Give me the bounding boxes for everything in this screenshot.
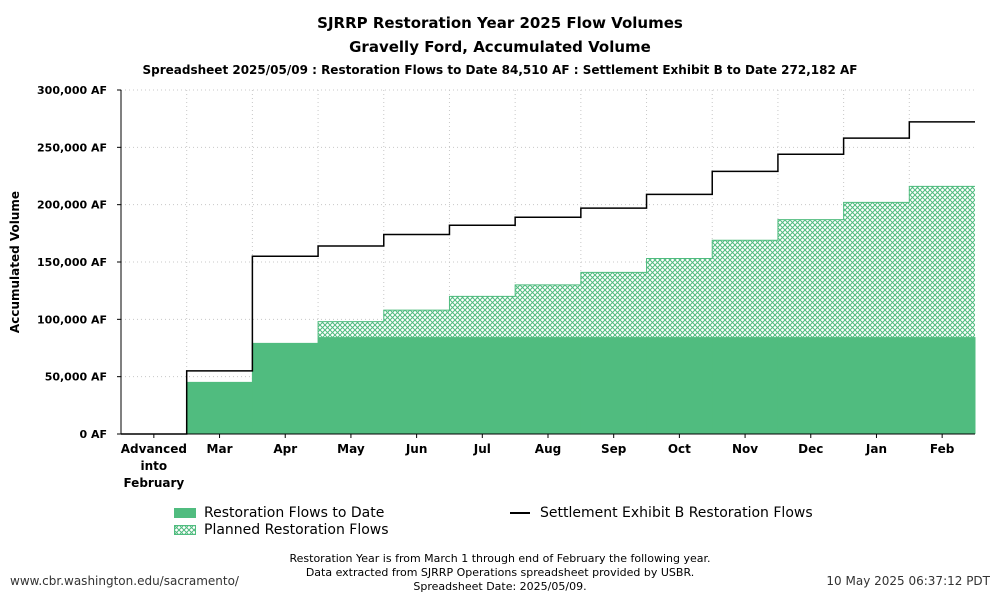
- x-tick-label: Dec: [798, 442, 823, 456]
- axes: [117, 89, 975, 438]
- restoration-flows-area: [186, 337, 976, 434]
- x-tick-label: Feb: [930, 442, 955, 456]
- legend-label-exhibit-b: Settlement Exhibit B Restoration Flows: [540, 505, 813, 521]
- source-link[interactable]: www.cbr.washington.edu/sacramento/: [10, 574, 239, 588]
- restoration-flow-bar: [449, 337, 516, 434]
- restoration-flow-bar: [186, 382, 253, 434]
- x-tick-label: Nov: [732, 442, 758, 456]
- y-tick-label: 200,000 AF: [37, 199, 107, 212]
- x-tick-label: Jun: [405, 442, 428, 456]
- legend-swatch-hatched: [174, 525, 196, 535]
- restoration-flow-bar: [580, 337, 648, 434]
- x-tick-label: Oct: [668, 442, 691, 456]
- restoration-flow-bar: [383, 337, 450, 434]
- x-tick-label: Mar: [207, 442, 233, 456]
- y-tick-label: 0 AF: [79, 428, 107, 441]
- legend-swatch-solid: [174, 508, 196, 518]
- y-tick-label: 300,000 AF: [37, 84, 107, 97]
- planned-flow-outline: [121, 185, 975, 435]
- restoration-flow-bar: [712, 337, 779, 434]
- y-tick-label: 50,000 AF: [45, 371, 107, 384]
- footnote-spreadsheet-date: Spreadsheet Date: 2025/05/09.: [413, 580, 587, 593]
- exhibit-b-step-line: [121, 121, 975, 435]
- tick-labels: 0 AF 50,000 AF 100,000 AF 150,000 AF 200,000…: [8, 84, 955, 490]
- chart-subtitle-summary: Spreadsheet 2025/05/09 : Restoration Flo…: [142, 63, 858, 77]
- y-tick-label: 250,000 AF: [37, 141, 107, 154]
- y-tick-label: 150,000 AF: [37, 256, 107, 269]
- legend-exhibit-b: Settlement Exhibit B Restoration Flows: [510, 505, 813, 521]
- chart-subtitle: Gravelly Ford, Accumulated Volume: [349, 38, 651, 56]
- x-tick-label: Advanced into February: [121, 442, 187, 490]
- x-tick-label: Jul: [473, 442, 491, 456]
- legend-restoration-flows: Restoration Flows to Date: [174, 505, 384, 521]
- legend-swatch-line: [510, 512, 530, 514]
- y-tick-label: 100,000 AF: [37, 313, 107, 326]
- legend-label-planned: Planned Restoration Flows: [204, 522, 389, 538]
- restoration-flow-bar: [646, 337, 713, 434]
- exhibit-b-line: [121, 121, 975, 435]
- timestamp: 10 May 2025 06:37:12 PDT: [826, 574, 990, 588]
- restoration-flow-bar: [318, 337, 385, 434]
- x-tick-label: Sep: [601, 442, 627, 456]
- restoration-flow-bar: [252, 343, 319, 434]
- y-axis-label: Accumulated Volume: [8, 191, 22, 333]
- restoration-flow-bar: [777, 337, 845, 434]
- legend-planned-flows: Planned Restoration Flows: [174, 522, 389, 538]
- restoration-flow-bar: [909, 337, 976, 434]
- legend-label-restoration: Restoration Flows to Date: [204, 505, 385, 521]
- x-tick-label: Aug: [535, 442, 561, 456]
- x-tick-label: Apr: [273, 442, 297, 456]
- x-tick-label: May: [337, 442, 365, 456]
- footnote-restoration-year: Restoration Year is from March 1 through…: [289, 552, 711, 565]
- restoration-flow-bar: [843, 337, 910, 434]
- restoration-flow-bar: [515, 337, 582, 434]
- chart-title: SJRRP Restoration Year 2025 Flow Volumes: [317, 14, 683, 32]
- footnote-data-source: Data extracted from SJRRP Operations spr…: [305, 566, 695, 579]
- x-tick-label: Jan: [865, 442, 887, 456]
